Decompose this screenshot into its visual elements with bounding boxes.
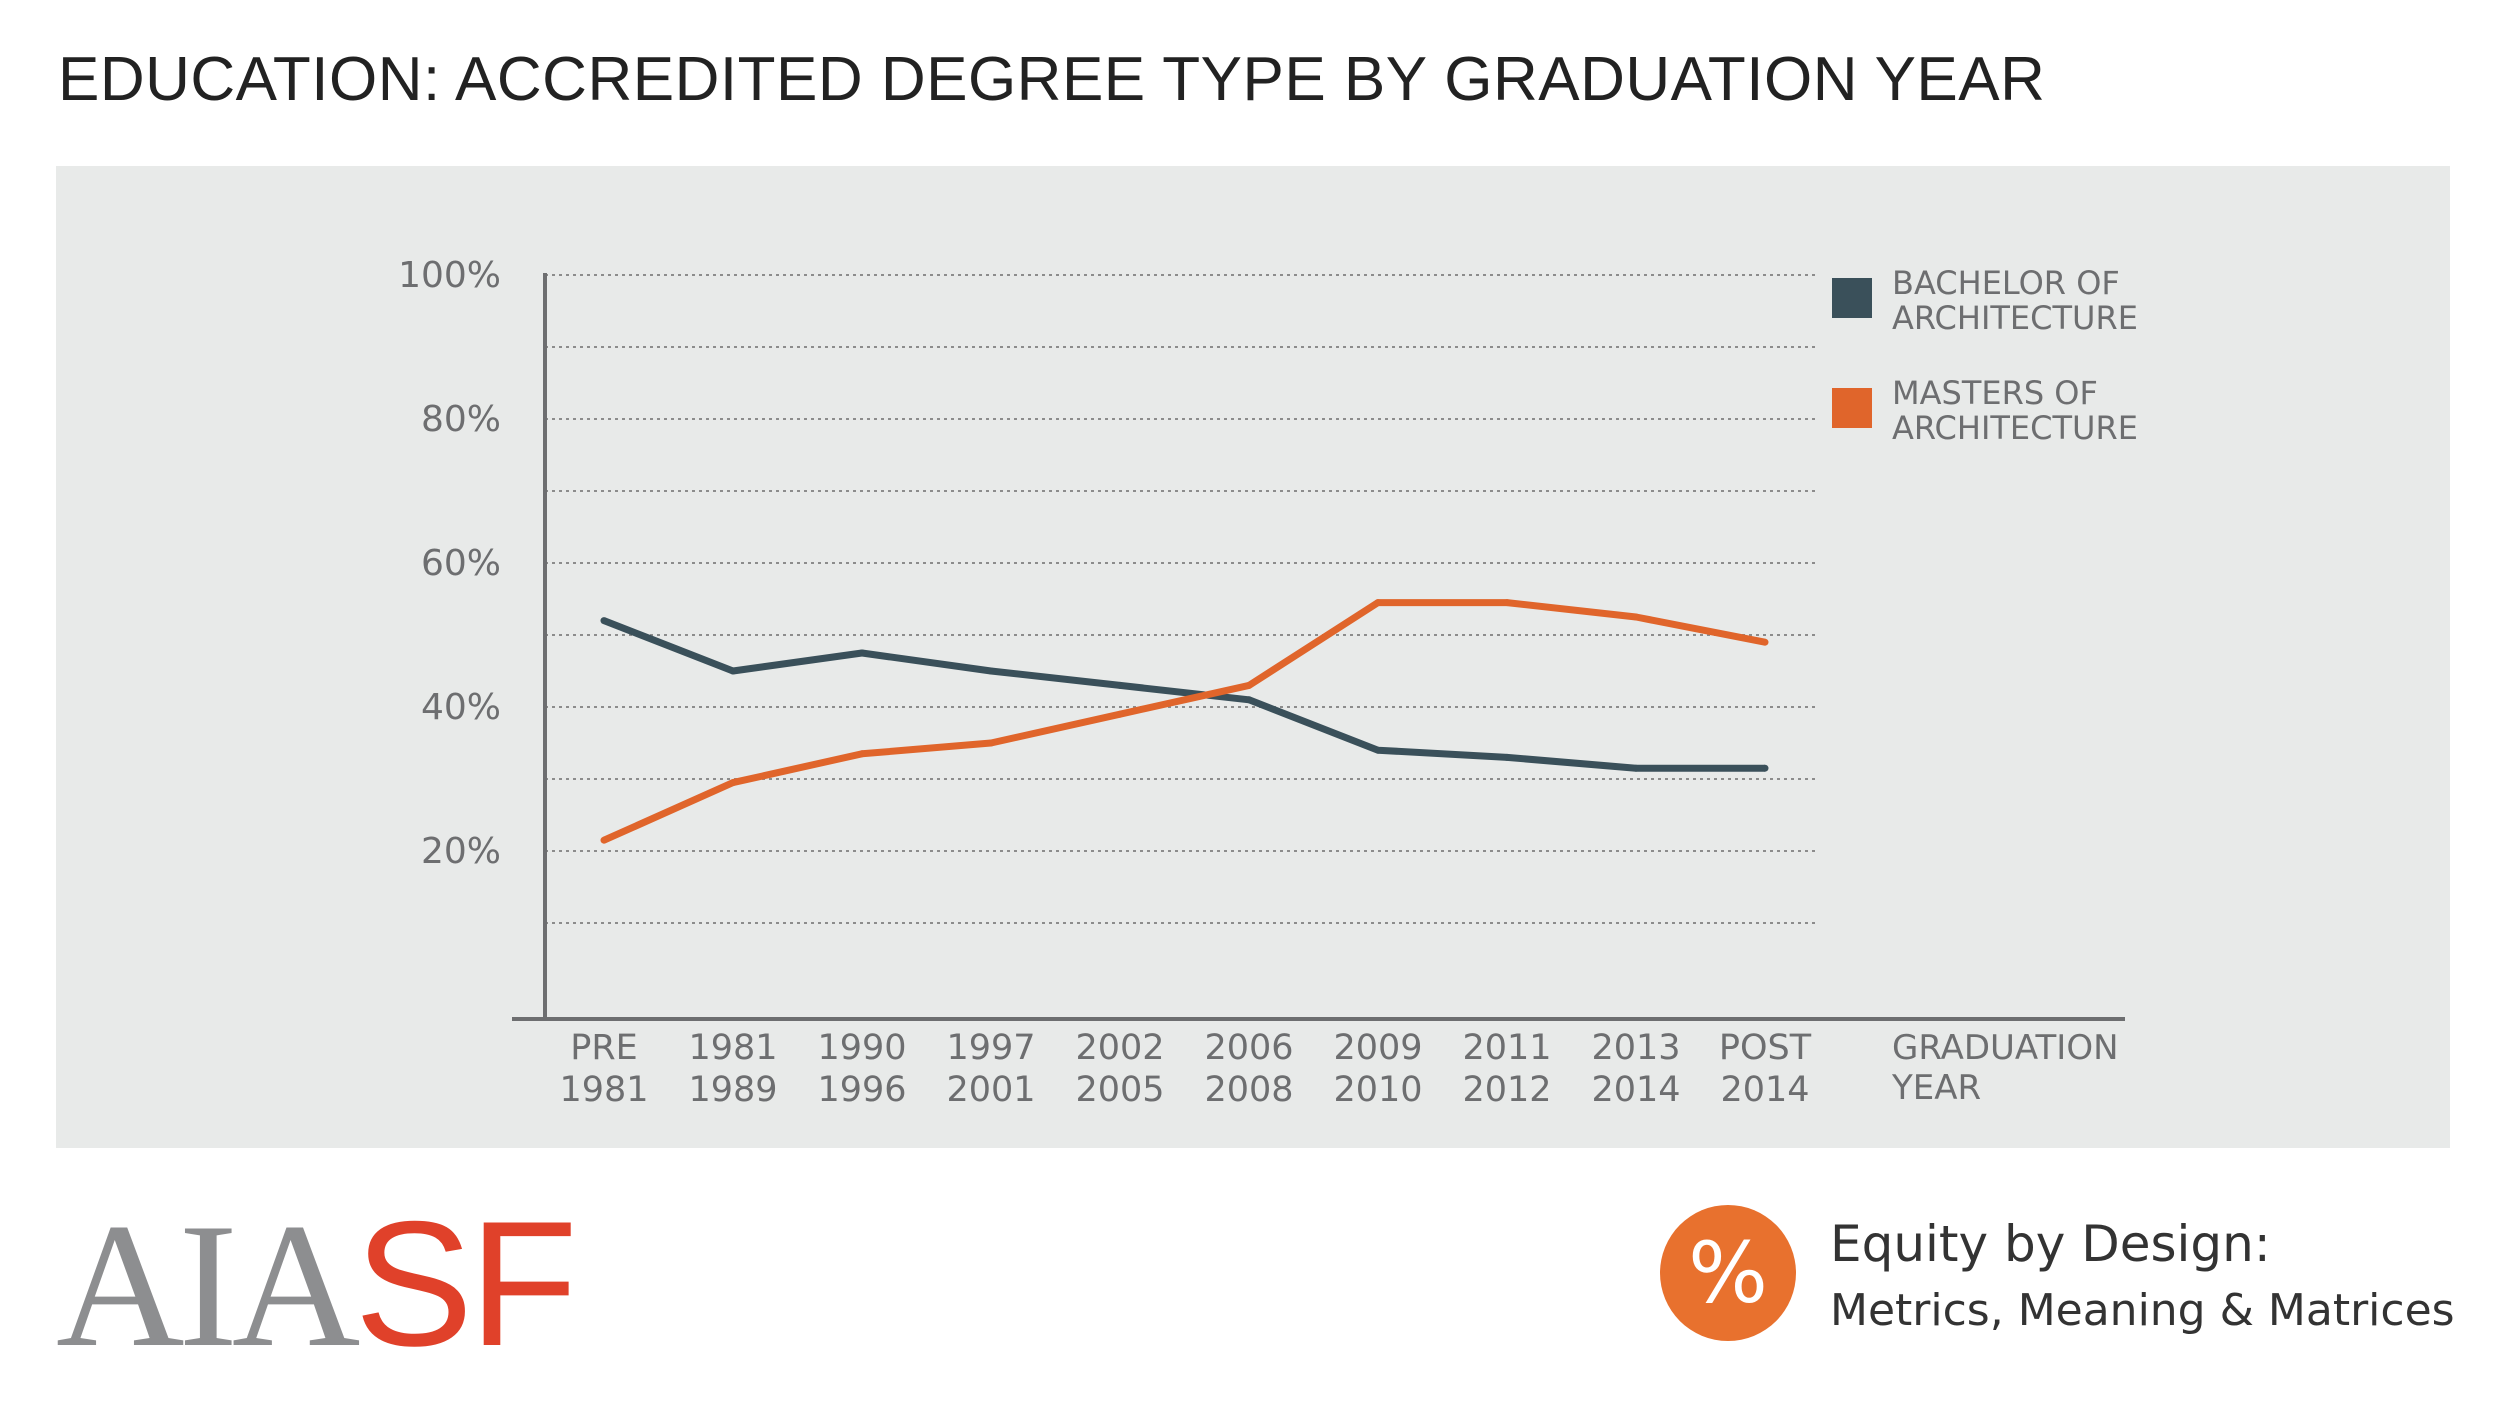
legend-label: BACHELOR OF — [1892, 264, 2120, 302]
y-tick-label: 80% — [421, 399, 501, 440]
x-tick-label: 1997 — [946, 1028, 1035, 1068]
x-tick-label: 2009 — [1333, 1028, 1422, 1068]
x-tick-label: 1989 — [688, 1070, 777, 1110]
data-point-masters — [1503, 599, 1511, 607]
y-tick-label: 40% — [421, 687, 501, 728]
x-tick-label: 2010 — [1333, 1070, 1422, 1110]
data-point-masters — [1245, 681, 1253, 689]
legend-label: ARCHITECTURE — [1892, 299, 2138, 337]
data-point-masters — [987, 739, 995, 747]
y-tick-label: 100% — [398, 255, 501, 296]
data-point-masters — [1116, 710, 1124, 718]
x-axis-title: GRADUATION — [1892, 1028, 2119, 1068]
data-point-masters — [858, 750, 866, 758]
legend-swatch-bachelor — [1832, 278, 1872, 318]
x-tick-label: POST — [1719, 1028, 1812, 1068]
series-line-masters — [602, 599, 1766, 844]
x-tick-label: 1996 — [817, 1070, 906, 1110]
data-point-bachelor — [1245, 696, 1253, 704]
x-tick-label: 2013 — [1591, 1028, 1680, 1068]
x-tick-label: 2014 — [1591, 1070, 1680, 1110]
x-tick-label: 1981 — [688, 1028, 777, 1068]
legend-swatch-masters — [1832, 388, 1872, 428]
series-line-bachelor — [602, 617, 1765, 772]
data-point-bachelor — [729, 667, 737, 675]
data-point-bachelor — [858, 649, 866, 657]
data-point-masters — [600, 836, 608, 844]
data-point-bachelor — [1761, 764, 1769, 772]
data-point-masters — [1374, 599, 1382, 607]
x-tick-label: 2001 — [946, 1070, 1035, 1110]
x-tick-label: 1981 — [559, 1070, 648, 1110]
data-point-bachelor — [600, 617, 608, 625]
x-tick-label: 2012 — [1462, 1070, 1551, 1110]
y-tick-label: 20% — [421, 831, 501, 872]
legend-label: MASTERS OF — [1892, 374, 2098, 412]
line-chart: 20%40%60%80%100%PRE198119811989199019961… — [398, 255, 2138, 1110]
data-point-bachelor — [1374, 746, 1382, 754]
legend-label: ARCHITECTURE — [1892, 409, 2138, 447]
tagline-title: Equity by Design: — [1830, 1215, 2271, 1273]
x-tick-label: 2005 — [1075, 1070, 1164, 1110]
x-tick-label: 2006 — [1204, 1028, 1293, 1068]
percent-icon: % — [1660, 1205, 1796, 1341]
data-point-bachelor — [1503, 753, 1511, 761]
x-axis-title: YEAR — [1891, 1068, 1981, 1108]
y-tick-label: 60% — [421, 543, 501, 584]
page-title: EDUCATION: ACCREDITED DEGREE TYPE BY GRA… — [58, 45, 2046, 114]
x-tick-label: 1990 — [817, 1028, 906, 1068]
data-point-bachelor — [1632, 764, 1640, 772]
x-tick-label: 2008 — [1204, 1070, 1293, 1110]
x-tick-label: PRE — [570, 1028, 638, 1068]
chart-panel: 20% 40% 60% 80% 100% PRE 1981 1981 1989 1990 1996 1… — [56, 166, 2450, 1148]
x-tick-label: 2014 — [1720, 1070, 1809, 1110]
x-tick-label: 2011 — [1462, 1028, 1551, 1068]
data-point-masters — [729, 779, 737, 787]
data-point-bachelor — [1116, 681, 1124, 689]
aiasf-logo: AIASF — [56, 1184, 578, 1384]
tagline-subtitle: Metrics, Meaning & Matrices — [1830, 1285, 2455, 1336]
data-point-masters — [1632, 613, 1640, 621]
data-point-bachelor — [987, 667, 995, 675]
data-point-masters — [1761, 638, 1769, 646]
x-tick-label: 2002 — [1075, 1028, 1164, 1068]
